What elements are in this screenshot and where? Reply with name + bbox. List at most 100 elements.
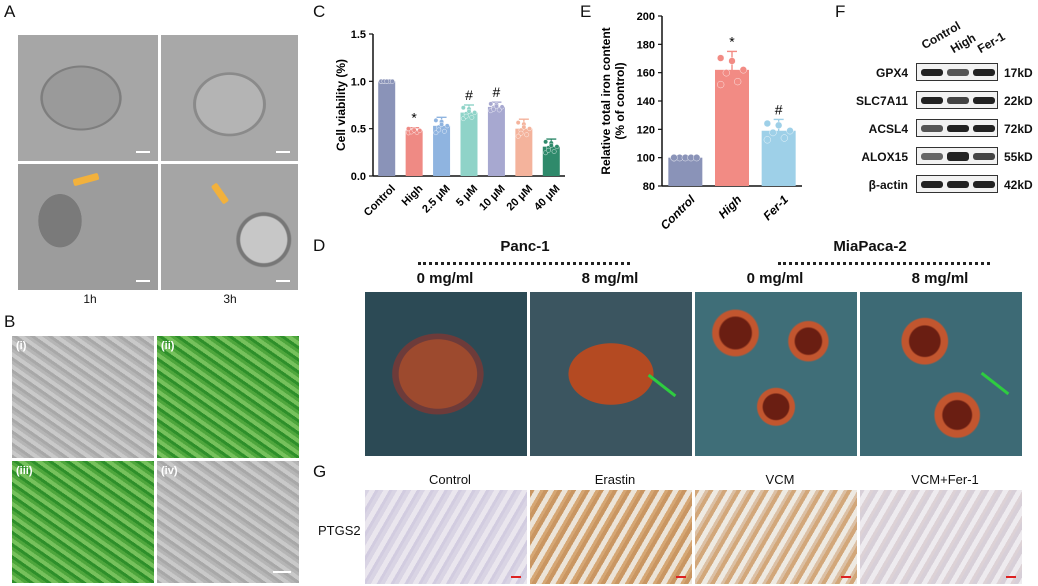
cell-image-panc1-0 [365, 292, 527, 456]
tem-image-3h-low [161, 35, 298, 161]
data-point [551, 149, 557, 154]
wb-band-alox15 [916, 147, 998, 165]
tem-image-1h-low [18, 35, 158, 161]
data-point [496, 107, 502, 113]
wb-band-acsl4 [916, 119, 998, 137]
panel-label-f: F [835, 2, 846, 21]
y-tick-label: 180 [637, 39, 655, 51]
green-arrow-icon [980, 371, 1010, 396]
significance-marker: * [411, 110, 417, 126]
y-tick-label: 100 [637, 153, 655, 165]
panel-label-c: C [313, 2, 326, 21]
bar [378, 81, 396, 176]
cell-image-miapaca-8 [860, 292, 1022, 456]
panel-label-a: A [4, 2, 16, 21]
ihc-condition-control: Control [429, 472, 471, 487]
panel-label-d: D [313, 236, 326, 255]
y-axis-label: (% of control) [613, 62, 627, 139]
x-tick-label: High [716, 192, 745, 221]
wb-label-acsl4: ACSL4 [868, 122, 908, 136]
wb-band-beta-actin [916, 175, 998, 193]
significance-marker: # [493, 84, 501, 100]
bar [715, 69, 749, 186]
data-point [543, 139, 549, 145]
data-point [518, 130, 524, 136]
data-point [521, 124, 527, 130]
data-point [693, 154, 701, 162]
wb-kd-slc7a11: 22kD [1004, 94, 1033, 108]
wb-label-gpx4: GPX4 [875, 66, 908, 80]
fluorescence-image-i: (i) [12, 336, 154, 458]
panel-label-g: G [313, 462, 327, 481]
y-tick-label: 1.5 [351, 29, 366, 41]
data-point [546, 147, 551, 153]
x-tick-label: Control [362, 183, 398, 219]
fluorescence-image-iv: (iv) [157, 461, 299, 583]
data-point [466, 108, 472, 114]
data-point [524, 132, 530, 138]
wb-label-alox15: ALOX15 [861, 150, 908, 164]
conc-label-panc1-8: 8 mg/ml [581, 270, 639, 287]
wb-label-beta-actin: β-actin [868, 178, 908, 192]
data-point [554, 144, 560, 150]
roman-label-i: (i) [16, 340, 27, 352]
data-point [548, 143, 554, 148]
data-point [460, 105, 466, 111]
time-label-3h: 3h [223, 292, 237, 306]
wb-band-gpx4 [916, 63, 998, 81]
data-point [717, 54, 725, 62]
y-axis-label: Relative total iron content [599, 27, 613, 174]
data-point [384, 78, 390, 84]
wb-band-slc7a11 [916, 91, 998, 109]
iron-content-chart: 80 100 120 140 160 180 200 Relative total iron … [599, 11, 802, 233]
data-point [469, 115, 475, 120]
x-tick-label: Fer-1 [760, 192, 791, 223]
ihc-image-vcm [695, 490, 857, 584]
data-point [769, 128, 777, 137]
data-point [670, 154, 678, 162]
data-point [494, 103, 499, 109]
ihc-image-control [365, 490, 527, 584]
data-point [499, 104, 505, 110]
group-divider-panc1 [418, 262, 630, 265]
data-point [722, 69, 730, 77]
wb-kd-alox15: 55kD [1004, 150, 1033, 164]
ihc-condition-erastin: Erastin [594, 472, 636, 487]
wb-kd-gpx4: 17kD [1004, 66, 1033, 80]
bar [487, 106, 505, 176]
roman-label-iv: (iv) [161, 465, 178, 477]
data-point [417, 128, 423, 133]
significance-marker: # [775, 101, 783, 117]
data-point [436, 127, 442, 133]
data-point [439, 122, 444, 127]
data-point [515, 133, 521, 139]
data-point [389, 78, 395, 84]
data-point [717, 80, 725, 89]
y-tick-label: 0.0 [351, 171, 366, 183]
tem-image-1h-high [18, 164, 158, 290]
x-tick-label: 20 μM [505, 183, 536, 214]
cell-image-miapaca-0 [695, 292, 857, 456]
panel-label-b: B [4, 312, 16, 331]
ihc-image-vcm-fer1 [860, 490, 1022, 584]
significance-marker: * [729, 33, 735, 49]
bar [433, 125, 451, 176]
data-point [444, 123, 450, 129]
data-point [527, 126, 532, 132]
data-point [472, 110, 478, 115]
data-point [775, 121, 783, 129]
wb-condition-fer1: Fer-1 [975, 29, 1008, 56]
conc-label-miapaca-8: 8 mg/ml [911, 270, 969, 287]
data-point [780, 134, 788, 142]
y-tick-label: 80 [643, 181, 655, 193]
data-point [728, 57, 736, 65]
tem-image-3h-high [161, 164, 298, 290]
conc-label-miapaca-0: 0 mg/ml [746, 270, 804, 287]
data-point [786, 127, 794, 135]
data-point [763, 136, 771, 144]
bar [460, 112, 478, 176]
y-tick-label: 160 [637, 68, 655, 80]
ihc-image-erastin [530, 490, 692, 584]
x-tick-label: 40 μM [532, 183, 563, 214]
